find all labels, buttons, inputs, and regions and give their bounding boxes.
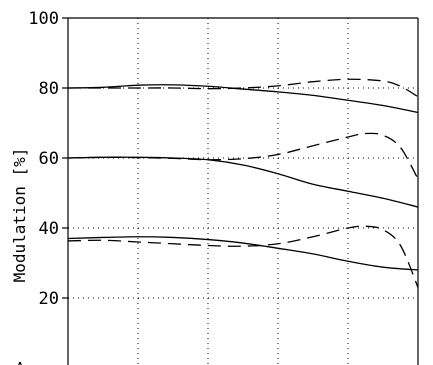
series-line-2-dashed — [67, 78, 419, 98]
y-tick-label-60: 60 — [39, 149, 59, 169]
y-axis-title: Modulation [%] — [10, 148, 29, 283]
y-tick-label-40: 40 — [39, 219, 59, 239]
series-line-4-dashed — [67, 132, 419, 180]
series-lines — [67, 78, 419, 288]
series-line-5-solid — [67, 236, 419, 271]
series-line-3-solid — [67, 156, 419, 208]
axes — [62, 17, 419, 365]
series-line-6-dashed — [67, 225, 419, 288]
partial-glyph: > — [10, 361, 29, 365]
y-tick-label-80: 80 — [39, 79, 59, 99]
grid — [68, 18, 418, 365]
tick-labels: 20 40 60 80 100 — [28, 9, 59, 309]
y-tick-label-20: 20 — [39, 289, 59, 309]
series-line-1-solid — [67, 84, 419, 114]
y-tick-label-100: 100 — [28, 9, 59, 29]
